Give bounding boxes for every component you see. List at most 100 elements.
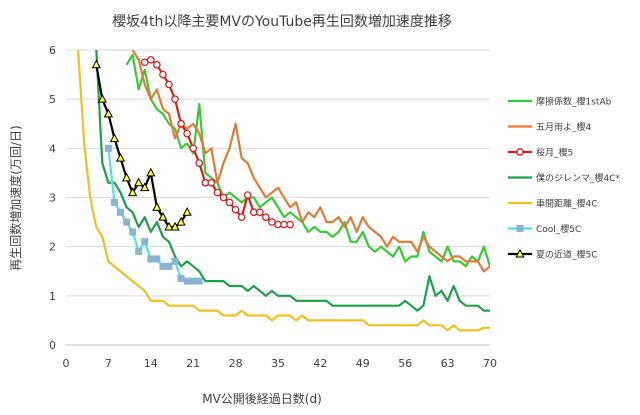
legend-item-3: 僕のジレンマ_櫻4C* xyxy=(508,172,621,184)
x-tick-label: 70 xyxy=(483,357,497,370)
series-line-4 xyxy=(77,50,490,332)
data-point xyxy=(129,228,137,236)
legend-label: Cool_櫻5C xyxy=(536,223,581,235)
y-tick-labels: 0 1 2 3 4 5 6 xyxy=(49,44,56,352)
data-point xyxy=(121,172,132,182)
x-tick-label: 49 xyxy=(356,357,370,370)
data-point xyxy=(91,59,101,69)
data-point xyxy=(109,133,120,142)
x-tick-label: 35 xyxy=(271,357,285,370)
data-point xyxy=(134,177,144,187)
data-point xyxy=(177,119,185,128)
legend-item-6: 夏の近道_櫻5C xyxy=(508,249,598,261)
data-point xyxy=(182,206,192,216)
data-point xyxy=(225,198,234,207)
legend-item-5: Cool_櫻5C xyxy=(508,223,581,235)
legend-item-0: 摩擦係数_櫻1stAb xyxy=(508,96,612,108)
data-point xyxy=(141,238,149,246)
data-point xyxy=(153,60,161,69)
data-point xyxy=(219,193,228,202)
data-point xyxy=(207,178,216,187)
data-point xyxy=(152,202,162,211)
series-6 xyxy=(91,59,192,231)
data-point xyxy=(165,80,173,89)
y-tick-label: 5 xyxy=(49,93,56,106)
legend-label: 夏の近道_櫻5C xyxy=(536,249,598,261)
legend-item-4: 車間距離_櫻4C xyxy=(508,198,598,210)
x-tick-label: 7 xyxy=(105,357,112,370)
data-point xyxy=(170,221,180,231)
data-point xyxy=(153,255,161,263)
legend: 摩擦係数_櫻1stAb 五月雨よ_櫻4 桜月_櫻5 僕のジレンマ_櫻4C* 車間距離_櫻… xyxy=(508,96,621,261)
data-point xyxy=(158,211,168,221)
x-tick-label: 63 xyxy=(441,357,455,370)
plot-area xyxy=(77,50,490,332)
y-tick-label: 6 xyxy=(49,44,56,57)
data-point xyxy=(213,188,222,197)
series-line-0 xyxy=(125,53,490,268)
legend-marker xyxy=(515,248,525,258)
x-tick-label: 42 xyxy=(313,357,327,370)
legend-label: 桜月_櫻5 xyxy=(536,147,573,159)
y-tick-label: 2 xyxy=(49,241,56,254)
data-point xyxy=(231,205,240,214)
legend-item-1: 五月雨よ_櫻4 xyxy=(508,121,592,133)
series-line-3 xyxy=(95,50,490,312)
data-point xyxy=(146,55,155,64)
data-point xyxy=(159,70,167,79)
chart-title: 櫻坂4th以降主要MVのYouTube再生回数増加速度推移 xyxy=(112,13,452,30)
data-point xyxy=(262,213,270,222)
x-tick-labels: 0 7 14 21 28 35 42 49 56 63 70 xyxy=(63,357,498,370)
legend-marker xyxy=(516,148,524,156)
data-point xyxy=(135,248,143,256)
y-tick-label: 4 xyxy=(49,142,56,155)
data-point xyxy=(165,262,173,270)
data-point xyxy=(183,277,191,285)
data-point xyxy=(171,257,179,265)
data-point xyxy=(189,277,197,285)
data-point xyxy=(243,191,252,199)
x-tick-label: 28 xyxy=(229,357,243,370)
legend-label: 五月雨よ_櫻4 xyxy=(536,121,592,133)
data-point xyxy=(286,220,294,229)
y-tick-label: 3 xyxy=(49,192,56,205)
data-point xyxy=(103,108,114,118)
legend-marker xyxy=(516,225,524,232)
x-tick-label: 14 xyxy=(144,357,158,370)
data-point xyxy=(164,221,174,231)
y-axis-label: 再生回数増加速度(万回/日) xyxy=(8,125,23,270)
data-point xyxy=(195,277,203,285)
data-point xyxy=(183,129,191,138)
data-point xyxy=(159,262,167,270)
data-point xyxy=(123,218,131,226)
x-axis-label: MV公開後経過日数(d) xyxy=(202,391,322,406)
data-point xyxy=(147,255,155,263)
y-tick-label: 1 xyxy=(49,290,56,303)
grid xyxy=(66,49,490,346)
series-line-1 xyxy=(131,50,490,273)
data-point xyxy=(176,216,186,226)
series-1 xyxy=(131,50,490,273)
y-tick-label: 0 xyxy=(49,339,56,352)
x-tick-label: 56 xyxy=(398,357,412,370)
data-point xyxy=(177,275,185,283)
data-point xyxy=(195,159,204,167)
data-point xyxy=(140,182,150,192)
series-0 xyxy=(125,53,490,268)
legend-label: 車間距離_櫻4C xyxy=(536,198,598,210)
x-tick-label: 0 xyxy=(63,357,70,370)
data-point xyxy=(104,144,112,152)
series-3 xyxy=(95,50,490,312)
data-point xyxy=(97,93,107,103)
legend-label: 僕のジレンマ_櫻4C* xyxy=(536,172,621,184)
series-5 xyxy=(104,144,203,285)
x-tick-label: 21 xyxy=(186,357,200,370)
data-point xyxy=(237,213,246,222)
data-point xyxy=(255,208,264,217)
legend-label: 摩擦係数_櫻1stAb xyxy=(536,96,612,108)
data-point xyxy=(146,167,156,177)
data-point xyxy=(115,152,126,162)
series-4 xyxy=(77,50,490,332)
data-point xyxy=(171,95,179,104)
